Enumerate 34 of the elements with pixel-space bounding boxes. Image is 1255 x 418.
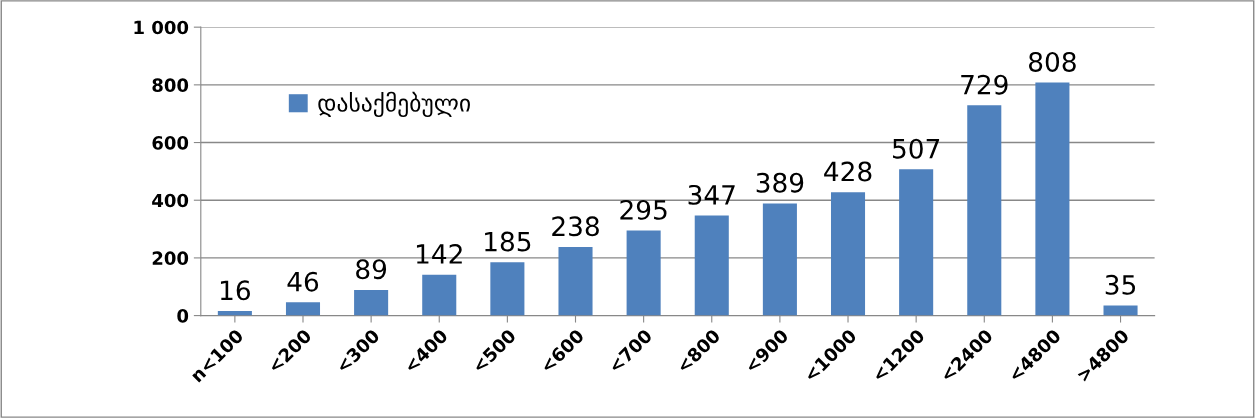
y-tick-label: 800 bbox=[152, 78, 189, 92]
bar bbox=[626, 230, 661, 316]
data-label: 89 bbox=[356, 259, 387, 280]
bar bbox=[1103, 305, 1138, 316]
y-tick-label: 600 bbox=[152, 136, 189, 150]
data-label: 729 bbox=[961, 74, 1008, 95]
bar bbox=[967, 105, 1002, 316]
bar bbox=[422, 274, 457, 316]
bar bbox=[899, 169, 934, 316]
legend-label: დასაქმებული bbox=[318, 91, 470, 118]
data-label: 808 bbox=[1029, 51, 1076, 72]
data-label: 142 bbox=[416, 244, 462, 264]
data-label: 428 bbox=[824, 161, 872, 182]
data-label: 507 bbox=[893, 138, 940, 159]
bar bbox=[1035, 82, 1070, 316]
y-tick-label: 0 bbox=[177, 309, 189, 323]
bar bbox=[354, 289, 389, 316]
bar bbox=[490, 262, 525, 316]
y-tick-label: 1 000 bbox=[134, 20, 189, 35]
data-label: 389 bbox=[756, 172, 804, 193]
data-label: 185 bbox=[485, 231, 531, 252]
y-tick-label: 200 bbox=[152, 251, 189, 266]
data-label: 238 bbox=[552, 216, 599, 237]
data-label: 295 bbox=[620, 199, 667, 220]
bar bbox=[762, 203, 797, 316]
data-label: 46 bbox=[287, 271, 319, 292]
bar bbox=[285, 302, 321, 316]
data-label: 16 bbox=[220, 280, 250, 301]
data-label: 35 bbox=[1105, 274, 1136, 295]
y-tick-label: 400 bbox=[152, 193, 189, 208]
bar bbox=[694, 215, 729, 316]
bar bbox=[830, 192, 866, 316]
bar bbox=[558, 246, 593, 316]
data-label: 347 bbox=[688, 184, 735, 205]
